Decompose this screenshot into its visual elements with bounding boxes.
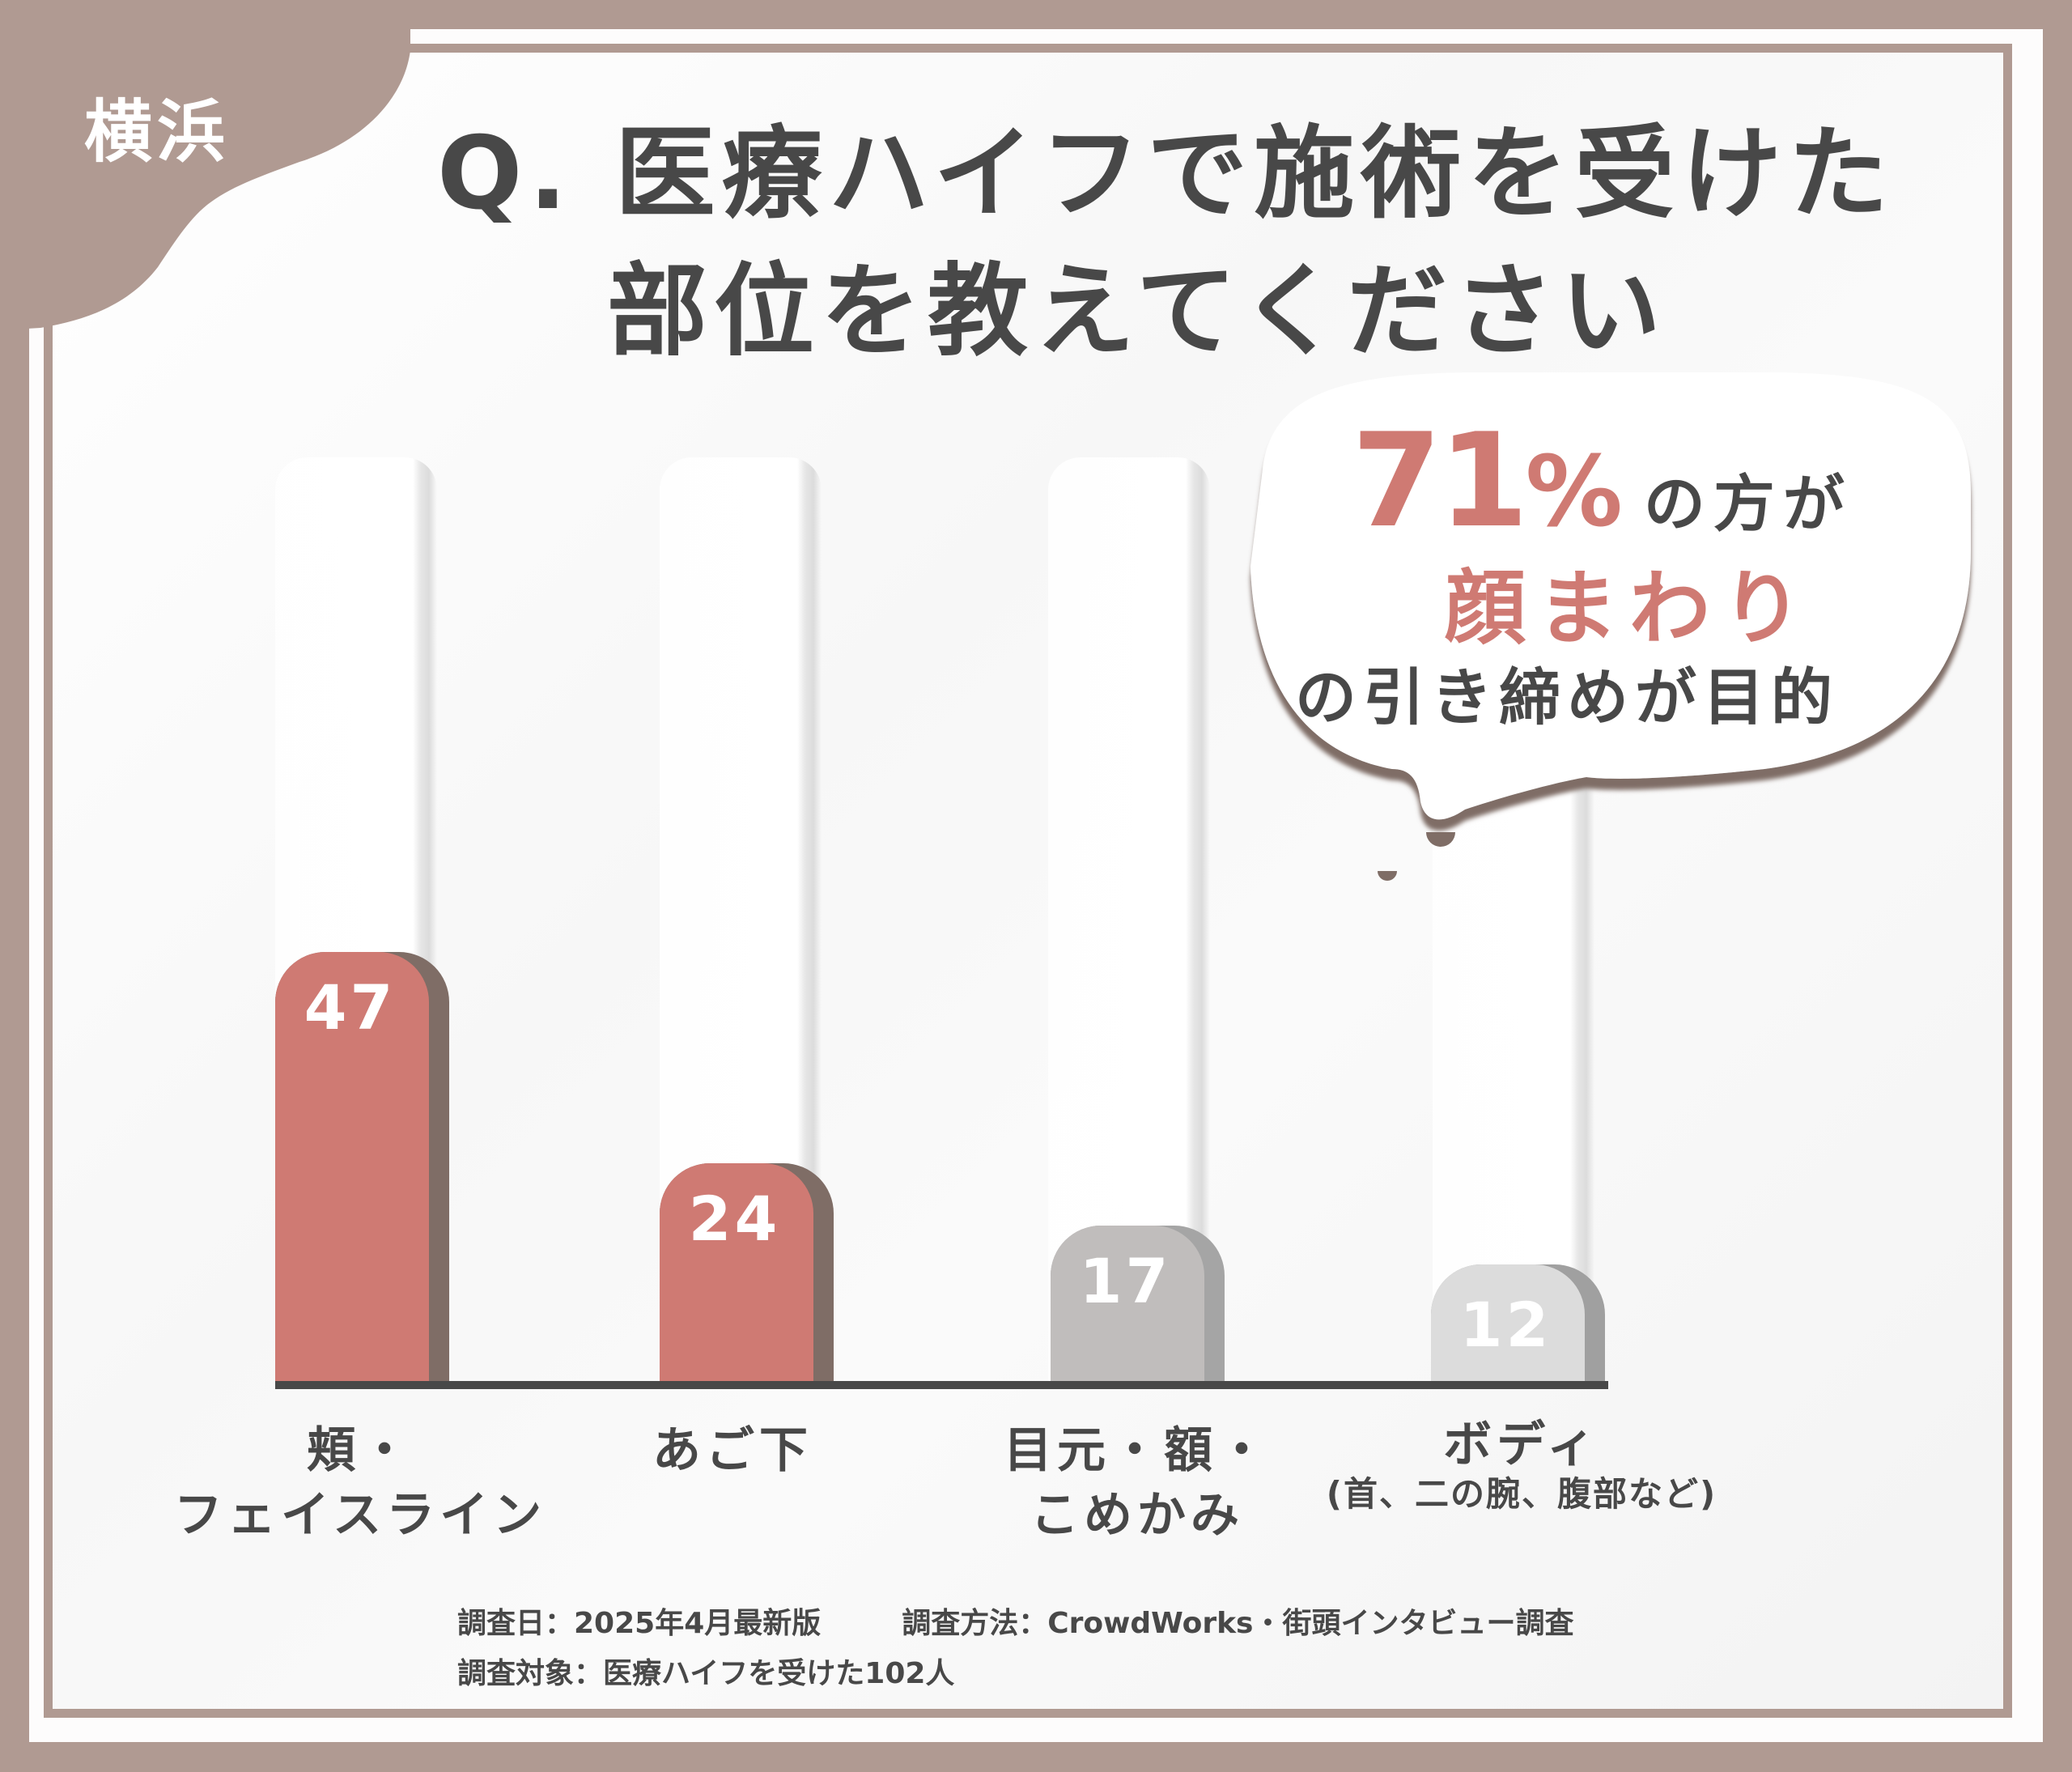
x-label-line-2: こめかみ (1030, 1487, 1244, 1544)
bar-value: 47 (304, 971, 397, 1043)
x-label-line-1: 目元・額・ (1004, 1422, 1271, 1479)
x-label-body: ボディ (首、二の腕、腹部など) (1311, 1418, 1732, 1517)
x-axis-baseline (275, 1381, 1608, 1389)
x-label-under-chin: あご下 (599, 1418, 866, 1483)
callout-line-3: の引き締めが目的 (1295, 661, 1839, 733)
title-line-1: Q. 医療ハイフで施術を受けた (437, 116, 1896, 232)
bar-cheek-faceline: 47 (275, 952, 449, 1384)
callout-suffix: の方が (1643, 468, 1853, 540)
callout-highlight: 顔まわり (1445, 561, 1814, 656)
bar-value: 12 (1459, 1289, 1552, 1361)
x-label-line-2: (首、二の腕、腹部など) (1326, 1474, 1717, 1514)
city-tag: 横浜 (84, 92, 231, 172)
x-label-line-2: フェイスライン (173, 1487, 547, 1544)
survey-method: 調査方法：CrowdWorks・街頭インタビュー調査 (902, 1607, 1574, 1640)
x-label-eyes-forehead-temples: 目元・額・ こめかみ (975, 1418, 1299, 1548)
corner-blob-shape (0, 0, 453, 330)
bar-value: 24 (688, 1183, 781, 1255)
survey-target: 調査対象：医療ハイフを受けた102人 (457, 1657, 955, 1690)
x-label-cheek-faceline: 頬・ フェイスライン (166, 1418, 554, 1548)
inner-frame-border (44, 44, 2012, 1718)
bar-value: 17 (1079, 1245, 1172, 1317)
callout-percent-sign: % (1525, 436, 1623, 549)
speech-bubble (1250, 372, 1971, 881)
bar-eyes-forehead-temples: 17 (1051, 1226, 1225, 1384)
title-line-2: 部位を教えてください (607, 253, 1668, 370)
callout-line-1: 71% の方が (1352, 405, 1853, 556)
x-label-line-1: 頬・ (307, 1422, 414, 1479)
bar-under-chin: 24 (660, 1163, 834, 1384)
callout-percent: 71 (1352, 405, 1529, 556)
survey-notes: 調査日：2025年4月最新版 調査方法：CrowdWorks・街頭インタビュー調査… (457, 1599, 1573, 1699)
page-title: Q. 医療ハイフで施術を受けた 部位を教えてください (437, 105, 1975, 380)
x-label-line-1: ボディ (1443, 1417, 1600, 1473)
survey-date: 調査日：2025年4月最新版 (457, 1607, 822, 1640)
x-label-line-1: あご下 (652, 1422, 813, 1479)
bar-body: 12 (1431, 1264, 1605, 1384)
